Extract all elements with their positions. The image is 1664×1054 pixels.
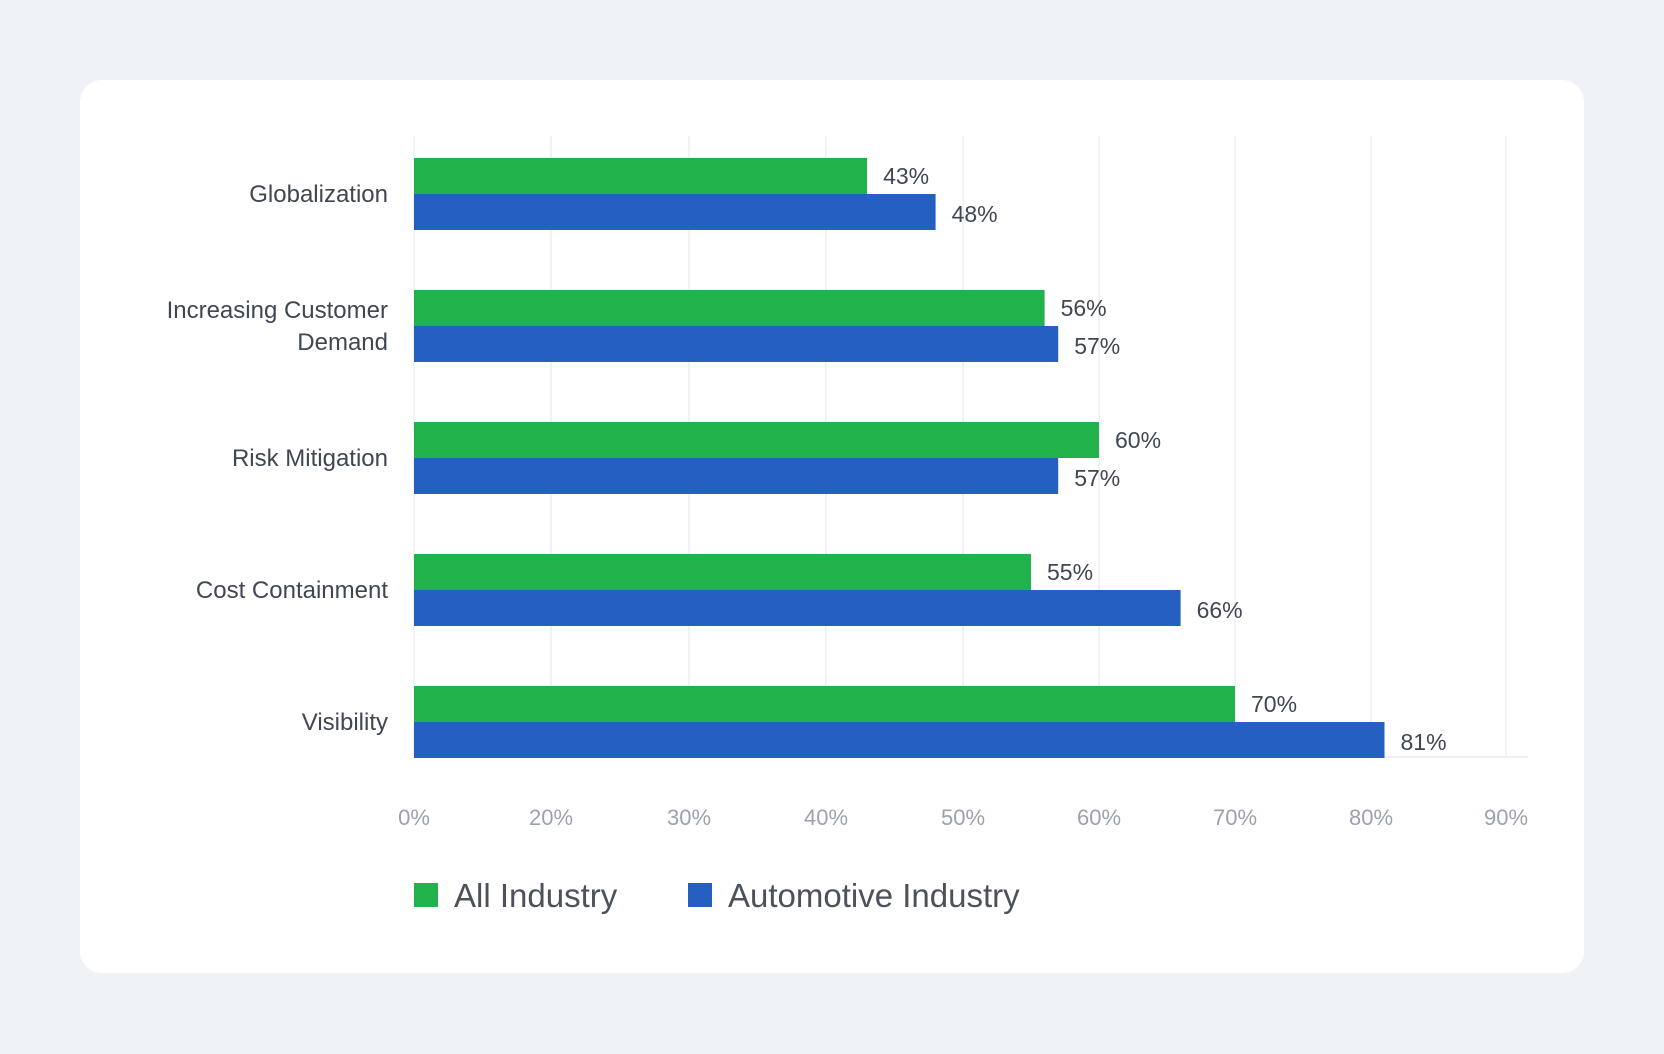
category-label: Risk Mitigation: [232, 445, 388, 472]
data-label: 66%: [1197, 597, 1243, 623]
data-label: 57%: [1074, 333, 1120, 359]
data-label: 57%: [1074, 465, 1120, 491]
x-tick-label: 90%: [1484, 805, 1528, 830]
bar-all-industry: [414, 686, 1235, 722]
legend-swatch: [688, 883, 712, 907]
bar-automotive-industry: [414, 722, 1385, 758]
data-label: 81%: [1401, 729, 1447, 755]
x-tick-label: 80%: [1349, 805, 1393, 830]
bar-all-industry: [414, 158, 868, 194]
legend-swatch: [414, 883, 438, 907]
data-label: 48%: [952, 201, 998, 227]
bar-automotive-industry: [414, 458, 1059, 494]
x-tick-label: 20%: [529, 805, 573, 830]
bar-all-industry: [414, 290, 1045, 326]
category-label: Visibility: [302, 709, 388, 736]
bar-automotive-industry: [414, 590, 1181, 626]
data-label: 70%: [1251, 691, 1297, 717]
x-tick-label: 30%: [667, 805, 711, 830]
category-label: Increasing Customer: [167, 297, 388, 324]
category-label: Globalization: [249, 181, 388, 208]
x-tick-label: 0%: [398, 805, 430, 830]
bar-all-industry: [414, 422, 1099, 458]
bar-all-industry: [414, 554, 1031, 590]
category-label: Demand: [297, 329, 388, 356]
x-tick-label: 60%: [1077, 805, 1121, 830]
bar-automotive-industry: [414, 326, 1059, 362]
x-tick-label: 40%: [804, 805, 848, 830]
bar-automotive-industry: [414, 194, 936, 230]
legend-item-all-industry: All Industry: [454, 877, 618, 914]
data-label: 60%: [1115, 427, 1161, 453]
x-tick-label: 50%: [941, 805, 985, 830]
data-label: 55%: [1047, 559, 1093, 585]
data-label: 43%: [883, 163, 929, 189]
data-label: 56%: [1061, 295, 1107, 321]
x-tick-label: 70%: [1213, 805, 1257, 830]
legend-item-automotive-industry: Automotive Industry: [728, 877, 1020, 914]
category-label: Cost Containment: [196, 577, 388, 604]
